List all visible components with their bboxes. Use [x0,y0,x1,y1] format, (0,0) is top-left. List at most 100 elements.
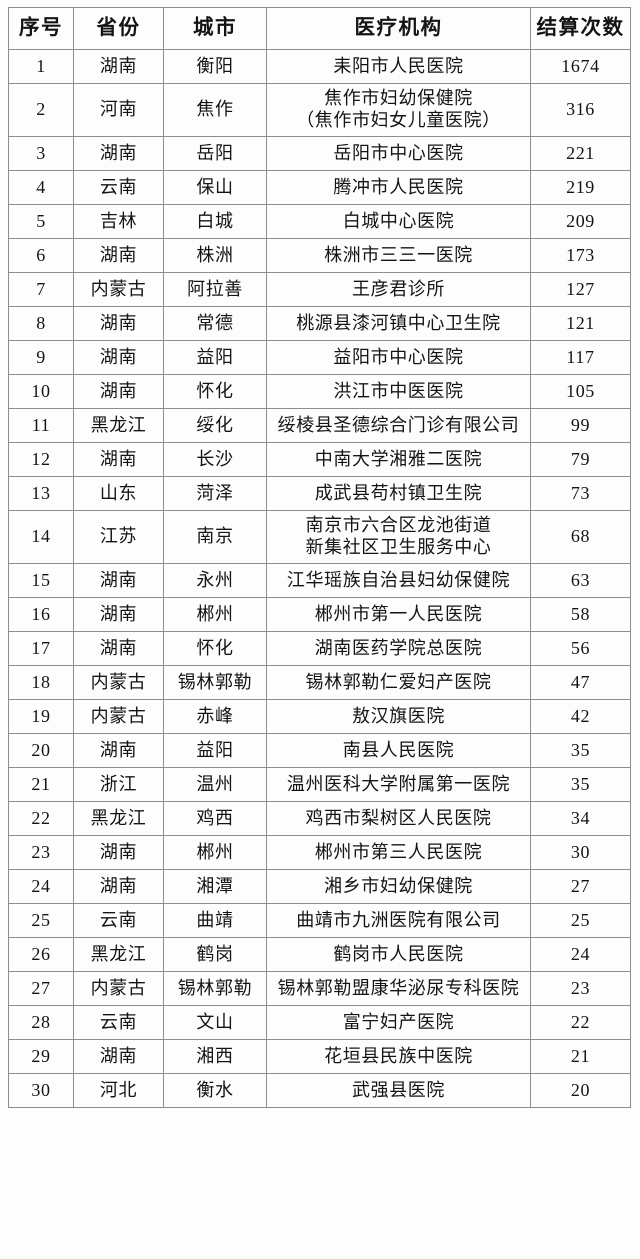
cell-institution: 鹤岗市人民医院 [266,937,531,972]
cell-city: 曲靖 [163,903,267,938]
cell-institution: 耒阳市人民医院 [266,49,531,84]
cell-city: 常德 [163,306,267,341]
cell-index: 14 [8,510,74,564]
table-header-row: 序号 省份 城市 医疗机构 结算次数 [8,7,631,50]
table-row: 13 山东 菏泽 成武县苟村镇卫生院 73 [8,476,631,511]
institution-line: 王彦君诊所 [352,278,445,299]
cell-city: 焦作 [163,83,267,137]
table-row: 3 湖南 岳阳 岳阳市中心医院 221 [8,136,631,171]
cell-count: 35 [530,733,631,768]
table-row: 27 内蒙古 锡林郭勒 锡林郭勒盟康华泌尿专科医院 23 [8,971,631,1006]
table-row: 1 湖南 衡阳 耒阳市人民医院 1674 [8,49,631,84]
cell-province: 湖南 [73,1039,164,1074]
cell-count: 68 [530,510,631,564]
cell-province: 云南 [73,170,164,205]
column-header-count: 结算次数 [530,7,631,50]
cell-institution: 鸡西市梨树区人民医院 [266,801,531,836]
cell-count: 79 [530,442,631,477]
cell-province: 黑龙江 [73,937,164,972]
table-row: 17 湖南 怀化 湖南医药学院总医院 56 [8,631,631,666]
table-row: 14 江苏 南京 南京市六合区龙池街道 新集社区卫生服务中心 68 [8,510,631,564]
cell-province: 内蒙古 [73,699,164,734]
table-row: 26 黑龙江 鹤岗 鹤岗市人民医院 24 [8,937,631,972]
cell-count: 58 [530,597,631,632]
cell-count: 127 [530,272,631,307]
cell-institution: 岳阳市中心医院 [266,136,531,171]
cell-count: 1674 [530,49,631,84]
cell-index: 9 [8,340,74,375]
cell-province: 湖南 [73,306,164,341]
institution-line: 岳阳市中心医院 [333,142,464,163]
institution-line: 锡林郭勒仁爱妇产医院 [305,671,492,692]
cell-index: 22 [8,801,74,836]
cell-institution: 中南大学湘雅二医院 [266,442,531,477]
cell-institution: 湘乡市妇幼保健院 [266,869,531,904]
cell-province: 内蒙古 [73,665,164,700]
cell-count: 73 [530,476,631,511]
table-row: 11 黑龙江 绥化 绥棱县圣德综合门诊有限公司 99 [8,408,631,443]
cell-institution: 南县人民医院 [266,733,531,768]
cell-institution: 曲靖市九洲医院有限公司 [266,903,531,938]
cell-institution: 锡林郭勒盟康华泌尿专科医院 [266,971,531,1006]
table-row: 9 湖南 益阳 益阳市中心医院 117 [8,340,631,375]
cell-province: 湖南 [73,136,164,171]
cell-city: 湘潭 [163,869,267,904]
table-row: 18 内蒙古 锡林郭勒 锡林郭勒仁爱妇产医院 47 [8,665,631,700]
institution-line: 白城中心医院 [342,210,455,231]
table-row: 29 湖南 湘西 花垣县民族中医院 21 [8,1039,631,1074]
table-row: 7 内蒙古 阿拉善 王彦君诊所 127 [8,272,631,307]
institution-line: 株洲市三三一医院 [324,244,473,265]
table-row: 20 湖南 益阳 南县人民医院 35 [8,733,631,768]
column-header-province: 省份 [73,7,164,50]
table-header: 序号 省份 城市 医疗机构 结算次数 [8,7,631,50]
institution-line: 敖汉旗医院 [352,705,445,726]
cell-city: 株洲 [163,238,267,273]
cell-institution: 郴州市第一人民医院 [266,597,531,632]
cell-city: 锡林郭勒 [163,971,267,1006]
cell-index: 21 [8,767,74,802]
institution-line: 鸡西市梨树区人民医院 [305,807,492,828]
institution-line: 南县人民医院 [342,739,455,760]
cell-index: 24 [8,869,74,904]
table-body: 1 湖南 衡阳 耒阳市人民医院 1674 2 河南 焦作 焦作市妇幼保健院 （焦作市妇女儿童医院）… [8,49,631,1108]
cell-province: 湖南 [73,869,164,904]
table-row: 15 湖南 永州 江华瑶族自治县妇幼保健院 63 [8,563,631,598]
table-row: 30 河北 衡水 武强县医院 20 [8,1073,631,1108]
column-header-city: 城市 [163,7,267,50]
institution-line: 中南大学湘雅二医院 [314,448,483,469]
cell-index: 2 [8,83,74,137]
cell-province: 湖南 [73,340,164,375]
cell-count: 30 [530,835,631,870]
institution-line: 郴州市第三人民医院 [314,841,483,862]
cell-index: 15 [8,563,74,598]
cell-province: 云南 [73,1005,164,1040]
table-row: 19 内蒙古 赤峰 敖汉旗医院 42 [8,699,631,734]
institution-line: （焦作市妇女儿童医院） [296,110,501,130]
cell-index: 1 [8,49,74,84]
cell-index: 11 [8,408,74,443]
cell-institution: 白城中心医院 [266,204,531,239]
cell-city: 益阳 [163,340,267,375]
cell-province: 黑龙江 [73,801,164,836]
institution-line: 桃源县漆河镇中心卫生院 [296,312,501,333]
institution-line: 锡林郭勒盟康华泌尿专科医院 [277,977,520,998]
cell-city: 绥化 [163,408,267,443]
institution-line: 南京市六合区龙池街道 [305,515,492,536]
table-row: 8 湖南 常德 桃源县漆河镇中心卫生院 121 [8,306,631,341]
cell-index: 23 [8,835,74,870]
cell-count: 105 [530,374,631,409]
institution-line: 郴州市第一人民医院 [314,603,483,624]
cell-index: 25 [8,903,74,938]
cell-city: 锡林郭勒 [163,665,267,700]
cell-institution: 成武县苟村镇卫生院 [266,476,531,511]
cell-count: 121 [530,306,631,341]
cell-province: 湖南 [73,733,164,768]
cell-city: 阿拉善 [163,272,267,307]
cell-city: 衡阳 [163,49,267,84]
cell-city: 湘西 [163,1039,267,1074]
table-row: 21 浙江 温州 温州医科大学附属第一医院 35 [8,767,631,802]
cell-index: 27 [8,971,74,1006]
cell-institution: 益阳市中心医院 [266,340,531,375]
table-row: 24 湖南 湘潭 湘乡市妇幼保健院 27 [8,869,631,904]
